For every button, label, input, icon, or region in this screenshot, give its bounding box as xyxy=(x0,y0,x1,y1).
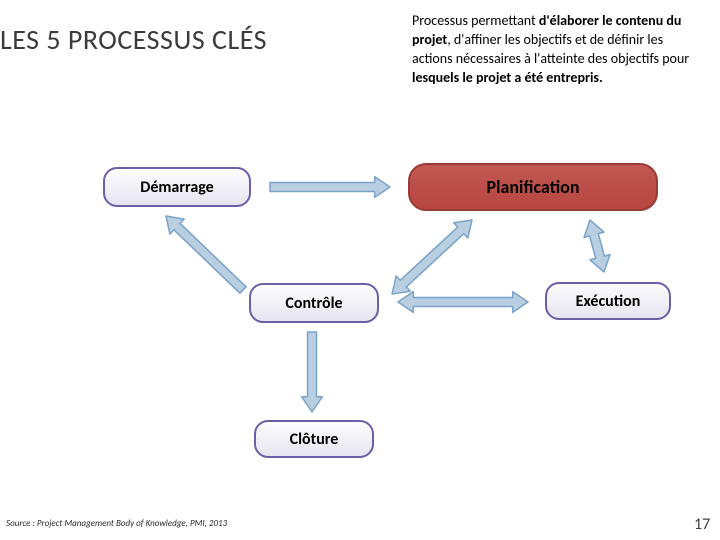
node-execution-label: Exécution xyxy=(576,292,641,311)
node-controle-label: Contrôle xyxy=(285,294,342,313)
planification-to-execution xyxy=(584,220,610,272)
node-planification-label: Planification xyxy=(487,176,580,198)
node-planification: Planification xyxy=(408,163,658,211)
controle-to-demarrage xyxy=(166,216,246,293)
node-cloture-label: Clôture xyxy=(290,430,339,449)
source-citation: Source : Project Management Body of Know… xyxy=(6,518,227,529)
node-execution: Exécution xyxy=(545,282,671,320)
page-title: LES 5 PROCESSUS CLÉS xyxy=(0,22,267,57)
node-demarrage: Démarrage xyxy=(103,167,251,207)
description-text: Processus permettant d'élaborer le conte… xyxy=(412,12,692,88)
node-demarrage-label: Démarrage xyxy=(140,178,213,197)
controle-to-execution xyxy=(398,292,528,313)
demarrage-to-planification xyxy=(270,177,390,198)
planification-to-controle xyxy=(392,220,472,294)
node-controle: Contrôle xyxy=(249,283,379,323)
node-cloture: Clôture xyxy=(254,420,374,458)
controle-to-cloture xyxy=(302,332,323,412)
page-number: 17 xyxy=(694,515,710,534)
